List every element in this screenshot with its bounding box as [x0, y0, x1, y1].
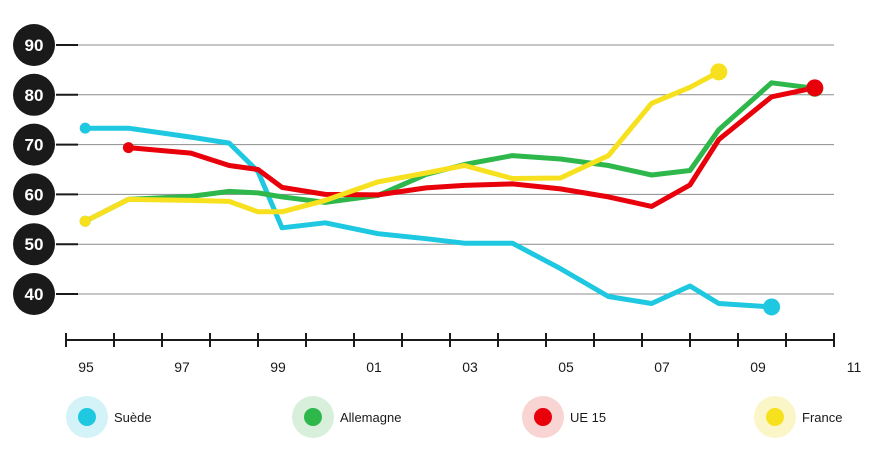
y-tick-badge — [13, 223, 55, 266]
legend-item: UE 15 — [522, 393, 606, 441]
legend-label: Suède — [114, 409, 152, 425]
legend-label: France — [802, 409, 843, 425]
series-line-3 — [82, 69, 722, 224]
x-tick-label: 09 — [750, 359, 766, 375]
y-tick-badge — [13, 73, 55, 116]
y-tick-label: 70 — [25, 136, 44, 155]
legend-swatch — [292, 396, 334, 438]
series-end-marker — [763, 298, 781, 316]
legend-swatch — [754, 396, 796, 438]
x-tick-label: 07 — [654, 359, 670, 375]
y-tick-label: 80 — [25, 86, 44, 105]
series-lines — [82, 69, 818, 310]
y-tick-label: 60 — [25, 185, 44, 204]
x-tick-label: 97 — [174, 359, 190, 375]
y-tick-label: 50 — [25, 235, 44, 254]
legend-label: Allemagne — [340, 409, 402, 425]
legend-item: Allemagne — [292, 393, 401, 441]
series-start-marker — [79, 122, 91, 134]
x-tick-label: 05 — [558, 359, 574, 375]
y-tick-badge — [13, 24, 55, 66]
series-start-marker — [122, 142, 134, 154]
y-tick-label: 40 — [25, 285, 44, 304]
x-tick-label: 01 — [366, 359, 382, 375]
legend: Suède Allemagne UE 15 France — [0, 393, 875, 441]
legend-item: France — [754, 393, 842, 441]
y-tick-badge — [13, 173, 55, 216]
y-axis: 90 80 70 60 50 40 — [13, 24, 78, 315]
y-tick-badge — [13, 123, 55, 166]
legend-swatch — [66, 396, 108, 438]
legend-item: Suède — [66, 393, 152, 441]
legend-label: UE 15 — [570, 409, 607, 425]
series-end-marker — [806, 79, 824, 97]
x-tick-label: 95 — [78, 359, 94, 375]
x-axis: 95 97 99 01 03 05 07 09 11 — [65, 333, 862, 375]
y-tick-label: 90 — [25, 36, 44, 55]
y-tick-badge — [13, 273, 55, 315]
x-tick-label: 11 — [847, 359, 862, 375]
x-tick-label: 03 — [462, 359, 478, 375]
line-chart: 90 80 70 60 50 40 95 97 99 01 03 05 07 09 11 — [13, 24, 862, 375]
series-line-0 — [82, 125, 775, 310]
series-start-marker — [79, 215, 91, 227]
legend-swatch — [522, 396, 564, 438]
series-line-2 — [125, 85, 818, 209]
series-end-marker — [710, 63, 728, 81]
series-end-markers — [79, 63, 824, 316]
x-tick-label: 99 — [270, 359, 286, 375]
